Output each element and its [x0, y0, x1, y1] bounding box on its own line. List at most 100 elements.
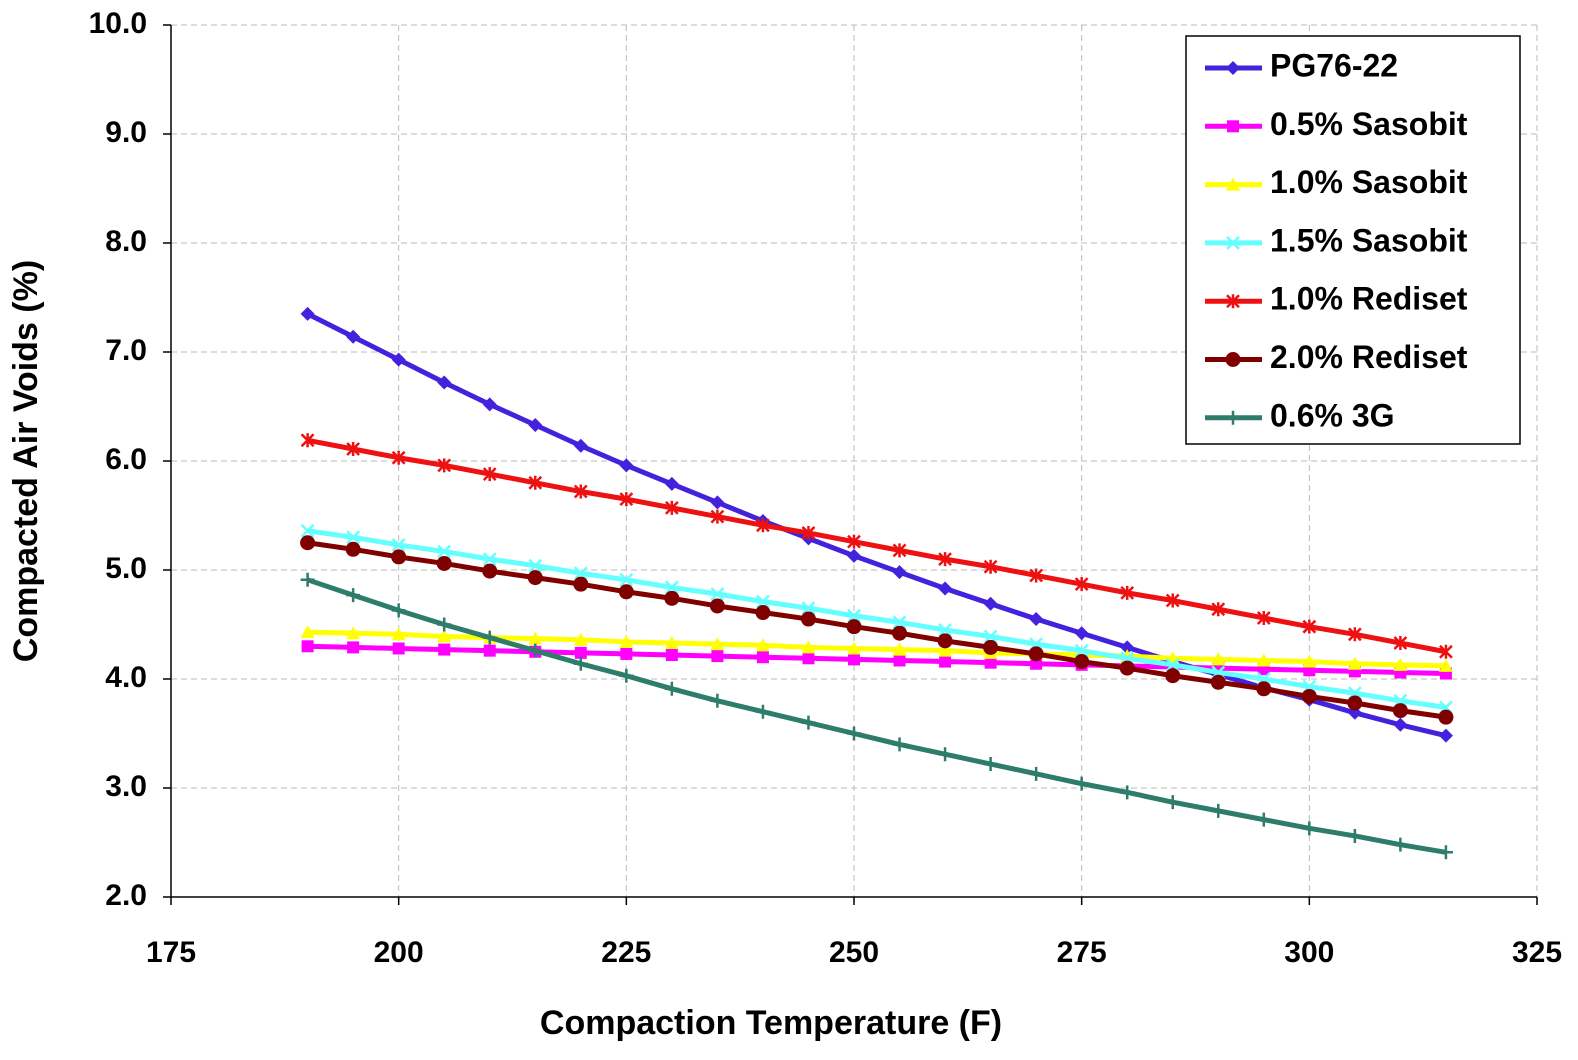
data-point [391, 603, 406, 618]
x-tick-label: 250 [829, 936, 879, 969]
data-point [1074, 776, 1089, 791]
data-point [1165, 657, 1180, 672]
data-point [1029, 766, 1044, 781]
data-point [938, 623, 952, 637]
data-point [391, 352, 406, 367]
data-point [528, 643, 543, 658]
data-point [892, 615, 907, 630]
data-point [1393, 837, 1408, 852]
y-axis-title: Compacted Air Voids (%) [7, 260, 45, 662]
legend-label: 1.0% Sasobit [1270, 164, 1468, 200]
data-point [391, 538, 406, 552]
data-point [574, 646, 587, 659]
data-point [346, 530, 361, 545]
data-point [482, 552, 497, 566]
data-point [619, 492, 634, 507]
data-point [1302, 619, 1317, 634]
data-point [892, 642, 907, 656]
data-point [893, 654, 906, 667]
data-point [983, 639, 999, 655]
data-point [573, 566, 588, 581]
data-point [1256, 812, 1271, 827]
y-tick-label: 10.0 [89, 7, 147, 40]
data-point [710, 509, 725, 524]
data-point [1120, 585, 1135, 600]
data-point [619, 572, 634, 587]
data-point [801, 525, 816, 540]
data-point [938, 552, 952, 567]
data-point [1256, 681, 1272, 697]
data-point [710, 587, 725, 601]
data-point [483, 644, 496, 657]
data-point [1119, 660, 1135, 676]
data-point [1120, 640, 1135, 655]
data-point [1392, 703, 1408, 719]
data-point [1029, 612, 1044, 627]
data-point [619, 634, 634, 648]
series-line [306, 577, 1447, 855]
data-point [710, 637, 725, 651]
data-point [300, 625, 315, 639]
data-point [482, 397, 497, 412]
y-tick-label: 5.0 [105, 552, 147, 585]
legend-marker [1226, 236, 1240, 250]
data-point [482, 563, 498, 579]
legend-marker [1226, 294, 1240, 309]
data-point [847, 548, 861, 563]
data-point [1211, 652, 1226, 666]
data-point [1074, 643, 1089, 658]
data-point [346, 626, 361, 640]
data-point [1210, 674, 1226, 690]
x-tick-label: 300 [1284, 936, 1334, 969]
data-point [983, 629, 998, 644]
data-point [801, 601, 816, 616]
data-point [1029, 568, 1044, 583]
data-point [392, 642, 405, 655]
data-point [1256, 653, 1271, 667]
y-tick-label: 4.0 [105, 661, 147, 694]
data-point [1347, 627, 1362, 642]
data-point [847, 641, 861, 655]
data-point [892, 737, 907, 752]
data-point [664, 476, 679, 491]
data-point [1438, 845, 1453, 860]
data-point [664, 500, 679, 515]
data-point [1347, 828, 1362, 843]
y-tick-label: 7.0 [105, 334, 147, 367]
data-point [755, 605, 771, 621]
data-point [1074, 626, 1089, 641]
data-point [1438, 728, 1453, 743]
data-point [1074, 577, 1089, 592]
data-point [1165, 795, 1180, 810]
legend-label: 1.5% Sasobit [1270, 222, 1468, 258]
data-point [437, 617, 452, 632]
data-point [848, 653, 860, 666]
data-point [437, 629, 452, 643]
data-point [1211, 602, 1226, 617]
data-point [710, 693, 725, 708]
data-point [528, 558, 543, 573]
data-point [436, 555, 452, 571]
data-point [437, 544, 452, 559]
data-point [939, 655, 952, 668]
data-point [800, 611, 816, 627]
data-point [1347, 695, 1363, 711]
data-point [573, 632, 588, 646]
data-point [346, 442, 361, 457]
data-point [801, 715, 816, 730]
data-point [665, 649, 678, 662]
data-point [437, 375, 452, 390]
legend-box [1185, 35, 1521, 445]
data-point [1211, 803, 1226, 818]
data-point [300, 535, 316, 551]
series-line [307, 540, 1447, 720]
series-line [307, 528, 1447, 710]
data-point [1302, 654, 1317, 668]
data-point [756, 594, 770, 609]
data-point [664, 590, 680, 606]
data-point [1347, 656, 1362, 670]
data-point [802, 652, 815, 665]
data-point [347, 641, 360, 654]
y-tick-label: 6.0 [105, 443, 147, 476]
